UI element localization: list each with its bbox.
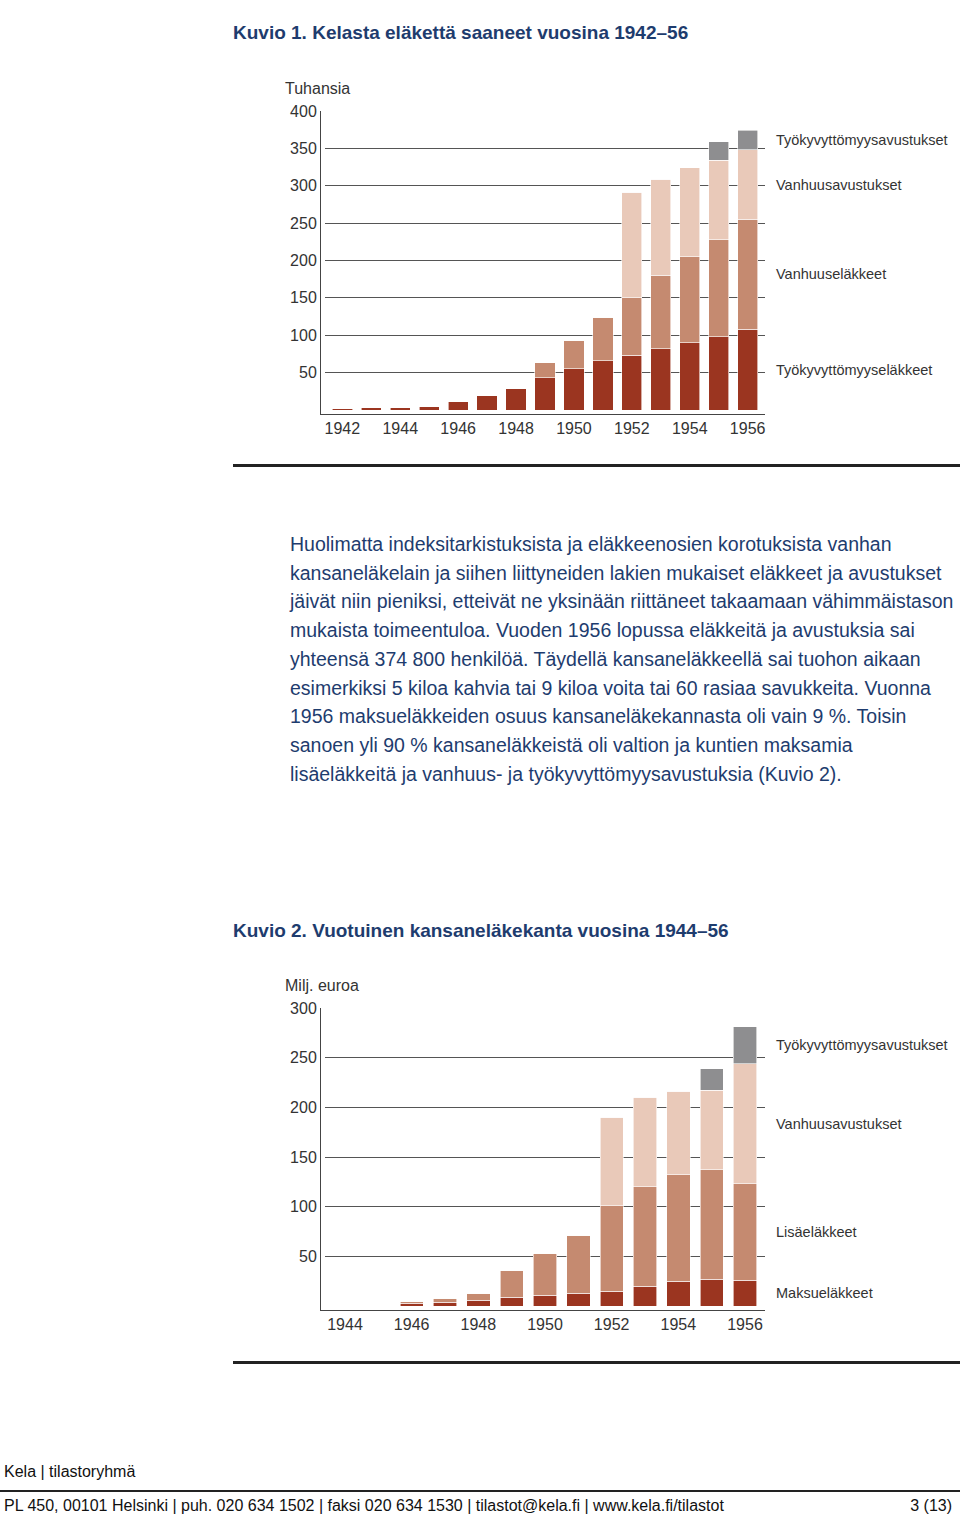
svg-text:100: 100	[290, 1198, 317, 1215]
svg-text:1944: 1944	[327, 1316, 363, 1333]
svg-text:200: 200	[290, 252, 317, 269]
svg-text:1948: 1948	[498, 420, 534, 437]
svg-text:Vanhuuseläkkeet: Vanhuuseläkkeet	[776, 266, 886, 282]
svg-text:150: 150	[290, 289, 317, 306]
svg-text:Työkyvyttömyysavustukset: Työkyvyttömyysavustukset	[776, 1037, 948, 1053]
html-text:Kela | tilastoryhmä: Kela | tilastoryhmä	[4, 1463, 136, 1480]
svg-text:Työkyvyttömyyseläkkeet: Työkyvyttömyyseläkkeet	[776, 362, 932, 378]
svg-text:1954: 1954	[661, 1316, 697, 1333]
svg-text:Työkyvyttömyysavustukset: Työkyvyttömyysavustukset	[776, 132, 948, 148]
svg-text:100: 100	[290, 327, 317, 344]
svg-text:300: 300	[290, 1000, 317, 1017]
svg-text:Tuhansia: Tuhansia	[285, 80, 350, 97]
html-text:PL 450, 00101 Helsinki | puh.: PL 450, 00101 Helsinki | puh. 020 634 15…	[4, 1497, 724, 1514]
svg-text:250: 250	[290, 215, 317, 232]
svg-text:1956: 1956	[730, 420, 766, 437]
html-text:Huolimatta indeksitarkistuksis: Huolimatta indeksitarkistuksista ja eläk…	[290, 533, 954, 785]
svg-text:Vanhuusavustukset: Vanhuusavustukset	[776, 177, 901, 193]
svg-text:Lisäeläkkeet: Lisäeläkkeet	[776, 1224, 857, 1240]
svg-text:50: 50	[299, 364, 317, 381]
svg-text:400: 400	[290, 103, 317, 120]
svg-text:1956: 1956	[727, 1316, 763, 1333]
svg-text:Maksueläkkeet: Maksueläkkeet	[776, 1285, 873, 1301]
svg-text:1942: 1942	[325, 420, 361, 437]
svg-text:300: 300	[290, 177, 317, 194]
svg-text:1954: 1954	[672, 420, 708, 437]
svg-text:150: 150	[290, 1149, 317, 1166]
svg-text:Milj. euroa: Milj. euroa	[285, 977, 359, 994]
svg-text:Kuvio 2. Vuotuinen kansaneläke: Kuvio 2. Vuotuinen kansaneläkekanta vuos…	[233, 920, 729, 941]
svg-text:1952: 1952	[614, 420, 650, 437]
svg-text:1950: 1950	[527, 1316, 563, 1333]
svg-text:1952: 1952	[594, 1316, 630, 1333]
svg-text:1946: 1946	[394, 1316, 430, 1333]
svg-text:250: 250	[290, 1049, 317, 1066]
svg-text:1944: 1944	[382, 420, 418, 437]
svg-text:1946: 1946	[440, 420, 476, 437]
svg-text:50: 50	[299, 1248, 317, 1265]
svg-text:1950: 1950	[556, 420, 592, 437]
svg-text:Vanhuusavustukset: Vanhuusavustukset	[776, 1116, 901, 1132]
svg-text:200: 200	[290, 1099, 317, 1116]
html-text:3 (13): 3 (13)	[910, 1497, 952, 1514]
svg-text:350: 350	[290, 140, 317, 157]
svg-text:1948: 1948	[461, 1316, 497, 1333]
svg-text:Kuvio 1. Kelasta eläkettä saan: Kuvio 1. Kelasta eläkettä saaneet vuosin…	[233, 22, 688, 43]
